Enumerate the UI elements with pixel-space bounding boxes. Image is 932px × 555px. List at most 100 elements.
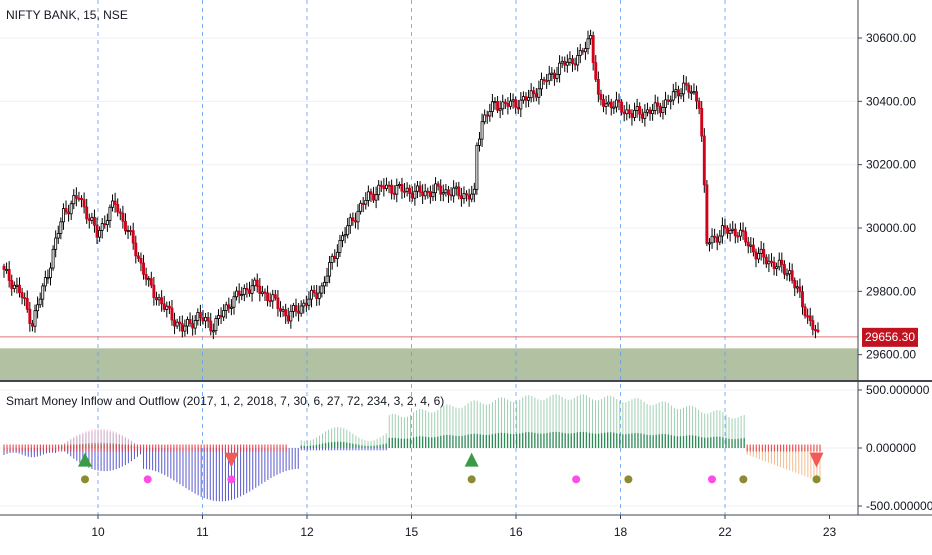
price-candle[interactable]: [201, 310, 205, 325]
price-candle[interactable]: [374, 186, 378, 209]
price-candle[interactable]: [547, 65, 551, 86]
price-candle[interactable]: [452, 180, 456, 203]
price-candle[interactable]: [583, 41, 587, 60]
price-candle[interactable]: [186, 316, 189, 335]
price-candle[interactable]: [382, 178, 386, 197]
price-candle[interactable]: [444, 184, 448, 197]
price-candle[interactable]: [457, 181, 461, 200]
price-candle[interactable]: [266, 285, 270, 307]
price-candle[interactable]: [248, 281, 251, 297]
price-candle[interactable]: [648, 106, 652, 121]
price-candle[interactable]: [240, 286, 244, 301]
price-candle[interactable]: [459, 187, 463, 207]
price-candle[interactable]: [170, 300, 174, 326]
price-candle[interactable]: [38, 292, 42, 308]
price-candle[interactable]: [100, 218, 104, 239]
price-candle[interactable]: [550, 67, 554, 82]
price-candle[interactable]: [196, 308, 200, 326]
price-candle[interactable]: [152, 276, 156, 306]
price-candle[interactable]: [253, 277, 257, 292]
price-candle[interactable]: [348, 213, 352, 234]
price-candle[interactable]: [640, 108, 644, 123]
price-candle[interactable]: [149, 271, 153, 289]
price-candle[interactable]: [263, 288, 267, 301]
price-candle[interactable]: [731, 220, 735, 234]
price-candle[interactable]: [726, 225, 730, 239]
price-candle[interactable]: [462, 186, 466, 204]
price-candle[interactable]: [343, 226, 347, 244]
price-candle[interactable]: [423, 183, 427, 200]
price-candle[interactable]: [147, 276, 151, 287]
price-candle[interactable]: [92, 209, 96, 233]
price-candle[interactable]: [483, 109, 487, 125]
price-candle[interactable]: [733, 223, 737, 244]
price-candle[interactable]: [209, 312, 213, 336]
price-candle[interactable]: [521, 91, 525, 104]
price-candle[interactable]: [700, 101, 704, 143]
price-candle[interactable]: [480, 113, 484, 147]
price-candle[interactable]: [77, 191, 81, 202]
price-candle[interactable]: [80, 195, 83, 208]
price-candle[interactable]: [87, 213, 91, 229]
price-candle[interactable]: [105, 213, 109, 232]
price-candle[interactable]: [167, 301, 171, 315]
price-candle[interactable]: [790, 263, 794, 284]
price-candle[interactable]: [485, 110, 489, 124]
price-candle[interactable]: [341, 231, 344, 248]
price-candle[interactable]: [506, 97, 510, 115]
price-candle[interactable]: [144, 267, 148, 286]
price-candle[interactable]: [281, 305, 285, 317]
price-candle[interactable]: [23, 292, 27, 306]
price-candle[interactable]: [421, 184, 425, 205]
price-candle[interactable]: [361, 196, 365, 213]
price-candle[interactable]: [255, 273, 259, 293]
price-candle[interactable]: [235, 286, 239, 301]
price-candle[interactable]: [408, 184, 412, 202]
price-candle[interactable]: [811, 315, 815, 336]
price-candle[interactable]: [633, 102, 636, 122]
price-candle[interactable]: [695, 85, 698, 110]
price-candle[interactable]: [180, 315, 184, 338]
price-candle[interactable]: [627, 104, 631, 119]
indicator-axis[interactable]: 500.000000 0.000000 -500.000000: [858, 383, 932, 513]
price-axis[interactable]: 30600.00 30400.00 30200.00 30000.00 29800.00…: [858, 31, 916, 362]
price-candle[interactable]: [121, 205, 125, 229]
price-candle[interactable]: [260, 285, 264, 297]
price-candle[interactable]: [418, 181, 422, 197]
price-candle[interactable]: [178, 316, 182, 332]
price-candle[interactable]: [625, 101, 629, 121]
price-candle[interactable]: [317, 285, 321, 306]
price-candle[interactable]: [524, 92, 528, 108]
price-candle[interactable]: [622, 105, 626, 122]
price-candle[interactable]: [198, 304, 202, 326]
price-candle[interactable]: [643, 104, 647, 127]
price-candle[interactable]: [103, 215, 107, 229]
price-candle[interactable]: [816, 322, 820, 334]
price-candle[interactable]: [242, 284, 246, 302]
price-candle[interactable]: [692, 83, 696, 95]
price-candle[interactable]: [400, 177, 404, 199]
price-candle[interactable]: [635, 98, 639, 118]
price-candle[interactable]: [656, 96, 660, 115]
price-candle[interactable]: [364, 192, 368, 210]
price-candle[interactable]: [12, 281, 16, 293]
price-candle[interactable]: [18, 277, 21, 298]
price-candle[interactable]: [232, 291, 236, 315]
price-candle[interactable]: [74, 187, 78, 207]
price-candle[interactable]: [322, 276, 326, 295]
price-candle[interactable]: [666, 94, 670, 105]
price-candle[interactable]: [211, 323, 215, 340]
price-candle[interactable]: [741, 222, 745, 240]
price-candle[interactable]: [697, 97, 701, 115]
price-candle[interactable]: [219, 307, 223, 325]
price-candle[interactable]: [767, 254, 771, 273]
price-candle[interactable]: [516, 99, 520, 115]
price-candle[interactable]: [568, 51, 572, 66]
price-candle[interactable]: [710, 228, 714, 249]
price-candle[interactable]: [617, 93, 621, 111]
price-candle[interactable]: [134, 235, 138, 264]
price-candle[interactable]: [757, 247, 761, 264]
price-candle[interactable]: [315, 284, 319, 306]
price-candle[interactable]: [61, 203, 65, 230]
price-candle[interactable]: [299, 300, 303, 317]
